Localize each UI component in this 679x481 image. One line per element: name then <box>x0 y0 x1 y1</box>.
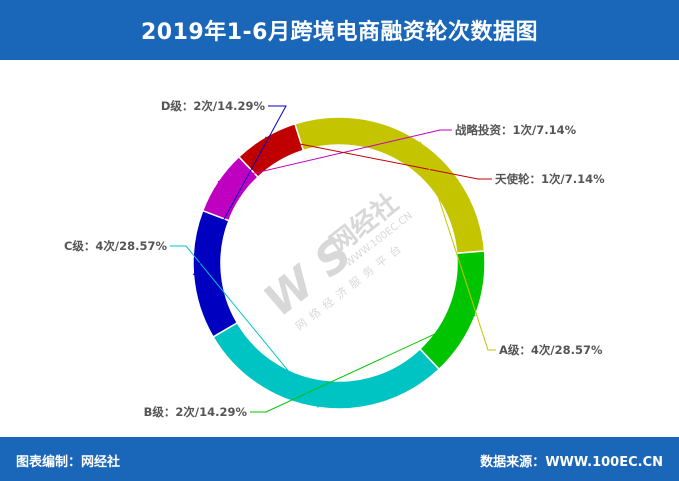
donut-chart: W S 网经社 WWW.100EC.CN 网络经济服务平台 战略投资：1次/7.… <box>64 99 605 419</box>
leader-line-3 <box>250 314 476 413</box>
donut-slice-4 <box>212 321 441 410</box>
leader-line-4 <box>170 245 319 408</box>
slice-labels: 战略投资：1次/7.14% 天使轮：1次/7.14% A级：4次/28.57% B级：… <box>64 99 605 419</box>
slice-label-1: 天使轮：1次/7.14% <box>495 172 605 186</box>
chart-area: W S 网经社 WWW.100EC.CN 网络经济服务平台 战略投资：1次/7.… <box>0 60 679 437</box>
slice-label-2: A级：4次/28.57% <box>499 343 603 357</box>
footer-left-label: 图表编制： <box>16 455 82 470</box>
donut-slices <box>192 116 486 410</box>
page-title: 2019年1-6月跨境电商融资轮次数据图 <box>141 20 538 45</box>
footer-data-source: 数据来源：WWW.100EC.CN <box>480 451 663 470</box>
leader-line-0 <box>217 129 452 183</box>
footer-source-editor: 图表编制：网经社 <box>16 451 120 470</box>
footer-left-value: 网经社 <box>81 455 121 470</box>
slice-label-4: C级：4次/28.57% <box>64 239 168 253</box>
donut-slice-5 <box>192 209 239 338</box>
header-bar: 2019年1-6月跨境电商融资轮次数据图 <box>0 0 679 60</box>
leader-line-1 <box>264 136 492 180</box>
footer-right-label: 数据来源： <box>480 455 546 470</box>
watermark: W S 网经社 WWW.100EC.CN 网络经济服务平台 <box>255 187 415 333</box>
leader-line-5 <box>193 105 287 276</box>
slice-label-3: B级：2次/14.29% <box>144 405 248 419</box>
leader-lines <box>170 105 496 413</box>
footer-bar: 图表编制：网经社 数据来源：WWW.100EC.CN <box>0 437 679 481</box>
slice-label-0: 战略投资：1次/7.14% <box>455 123 577 137</box>
leader-line-2 <box>419 141 496 351</box>
footer-right-value: WWW.100EC.CN <box>545 455 663 470</box>
slice-label-5: D级：2次/14.29% <box>161 99 266 113</box>
